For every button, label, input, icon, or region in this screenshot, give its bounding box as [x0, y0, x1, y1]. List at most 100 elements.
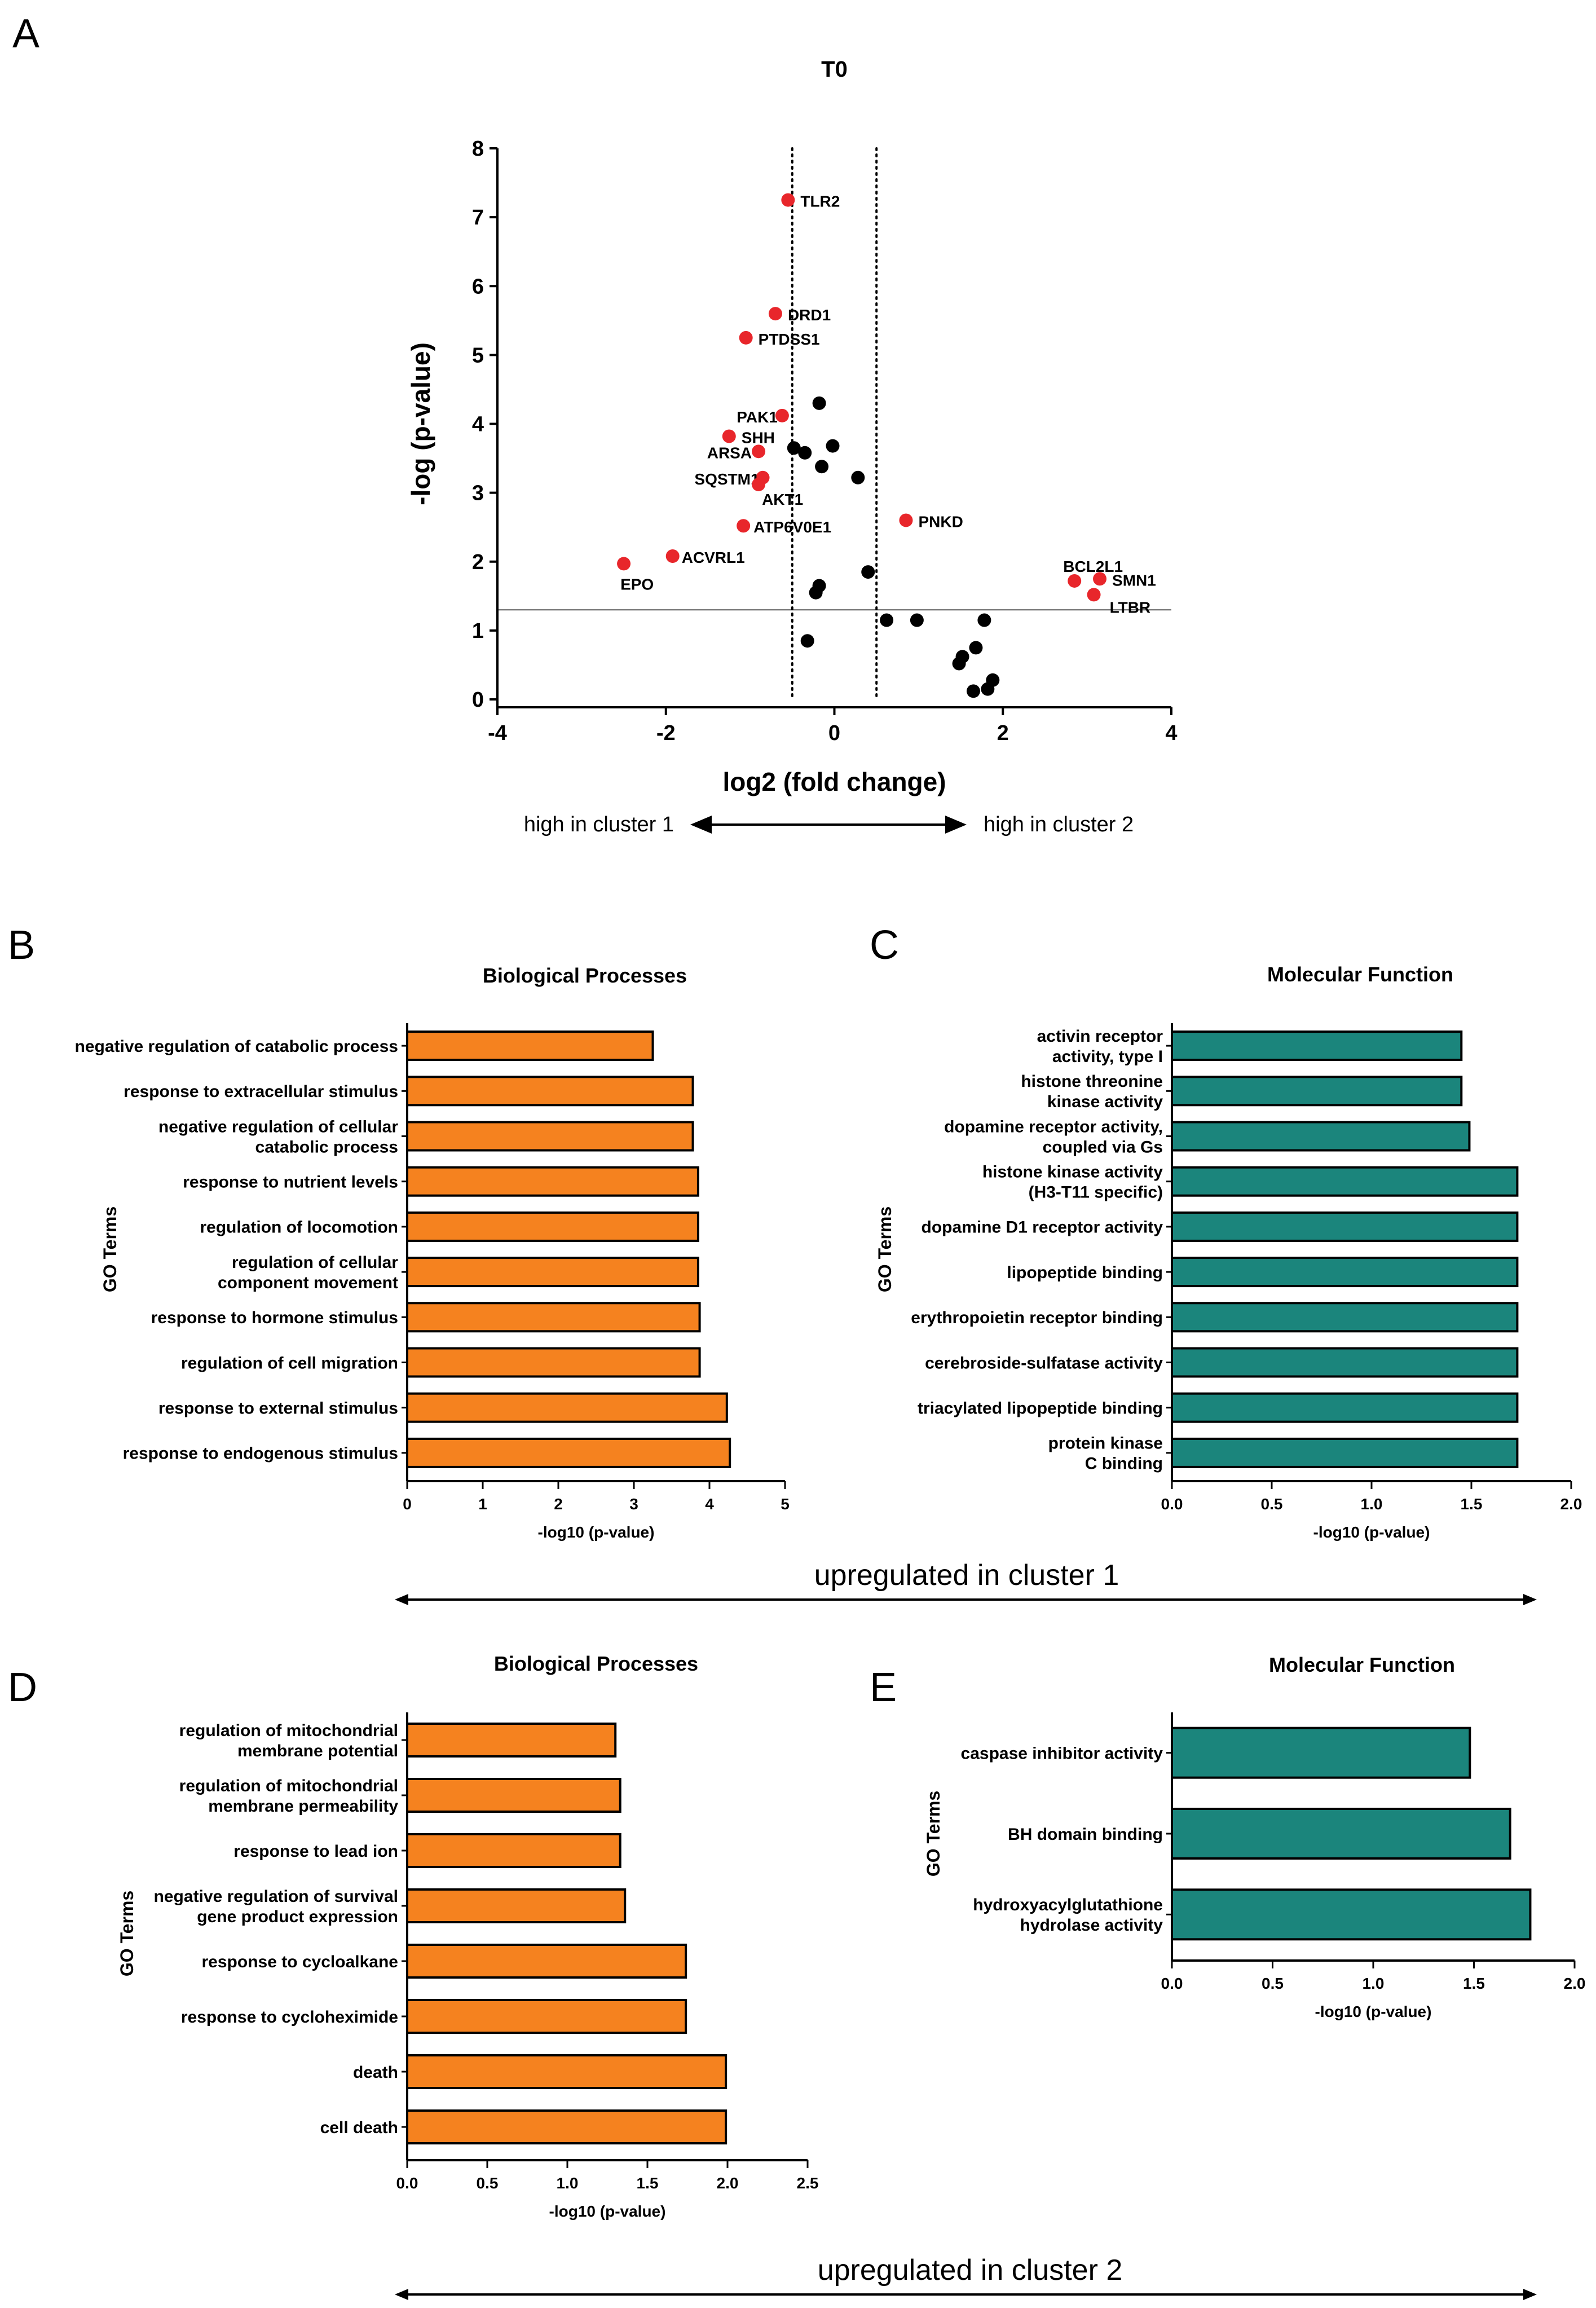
- chart-title: Biological Processes: [483, 964, 687, 987]
- data-point: [815, 460, 829, 474]
- x-tick-label: 0.0: [396, 2174, 418, 2192]
- bar: [1171, 1076, 1463, 1107]
- point-label: SMN1: [1112, 571, 1156, 589]
- y-tick-label: 2: [472, 550, 484, 574]
- arrow-label-right: high in cluster 2: [984, 813, 1134, 836]
- x-tick-label: 1.5: [1463, 1975, 1485, 1992]
- bar: [406, 1257, 699, 1288]
- point-label: ACVRL1: [682, 549, 745, 566]
- category-label: (H3-T11 specific): [1029, 1183, 1163, 1202]
- bar-chart-c: Molecular Function activin receptoractivi…: [875, 963, 1582, 1541]
- category-label: regulation of locomotion: [200, 1218, 398, 1237]
- bar: [406, 1392, 728, 1423]
- point-label: SQSTM1: [694, 470, 759, 488]
- panel-letter-b: B: [8, 923, 35, 968]
- data-point: [800, 634, 814, 648]
- bar: [406, 1944, 687, 1979]
- category-label: caspase inhibitor activity: [961, 1744, 1163, 1763]
- category-label: triacylated lipopeptide binding: [918, 1399, 1163, 1418]
- category-label: protein kinase: [1048, 1434, 1163, 1453]
- category-label: regulation of mitochondrial: [179, 1721, 398, 1740]
- bar: [1171, 1808, 1511, 1860]
- y-tick-label: 7: [472, 206, 484, 230]
- data-point: [952, 657, 966, 671]
- x-tick-label: 0: [828, 721, 840, 745]
- chart-title: Molecular Function: [1269, 1653, 1455, 1676]
- cluster-1-label: upregulated in cluster 1: [814, 1559, 1119, 1592]
- category-label: regulation of cellular: [232, 1253, 398, 1272]
- bar: [1171, 1347, 1519, 1378]
- category-label: response to lead ion: [233, 1842, 398, 1861]
- data-point: [809, 585, 823, 600]
- data-point-atp6v0e1: [737, 519, 751, 533]
- data-point: [851, 470, 865, 484]
- x-tick-label: 2.0: [1564, 1975, 1586, 1992]
- bar: [406, 1778, 621, 1813]
- cluster-2-span: upregulated in cluster 2: [395, 2254, 1537, 2300]
- bar: [1171, 1030, 1463, 1061]
- category-label: regulation of cell migration: [181, 1354, 398, 1372]
- x-axis-label: log2 (fold change): [722, 767, 946, 796]
- x-tick-label: 5: [781, 1495, 790, 1513]
- chart-title: Biological Processes: [494, 1652, 698, 1675]
- data-point-shh: [722, 429, 736, 443]
- bar: [1171, 1302, 1519, 1333]
- category-label: kinase activity: [1047, 1093, 1163, 1111]
- data-point-tlr2: [781, 193, 795, 207]
- bar: [406, 1833, 621, 1868]
- point-label: AKT1: [762, 491, 803, 508]
- cluster-1-arrow-right-head: [1523, 1594, 1537, 1605]
- x-tick-label: 0.5: [477, 2174, 499, 2192]
- data-point-ltbr: [1087, 588, 1101, 602]
- cluster-2-arrow-right-head: [1523, 2289, 1537, 2300]
- data-point-akt1: [752, 477, 766, 491]
- x-tick-label: 2: [997, 721, 1009, 745]
- x-tick-label: 4: [705, 1495, 714, 1513]
- bar: [406, 1076, 694, 1107]
- point-label: TLR2: [800, 193, 840, 210]
- x-tick-label: 2: [554, 1495, 563, 1513]
- y-axis-label: GO Terms: [923, 1791, 944, 1877]
- y-tick-label: 1: [472, 619, 484, 643]
- volcano-plot: T0 0 1 2 3 4 5 6 7 8 -4 -2 0 2 4 log2 (fold change) -log…: [406, 57, 1178, 796]
- bar: [406, 1437, 731, 1468]
- x-tick-label: -2: [656, 721, 676, 745]
- category-label: death: [353, 2063, 398, 2082]
- x-tick-label: 1.5: [637, 2174, 659, 2192]
- bar: [1171, 1166, 1519, 1197]
- category-label: negative regulation of catabolic process: [75, 1037, 399, 1056]
- bar: [406, 1030, 654, 1061]
- category-label: dopamine D1 receptor activity: [922, 1218, 1163, 1237]
- x-tick-label: 0.5: [1262, 1975, 1284, 1992]
- bar: [406, 1999, 687, 2034]
- panel-letter-d: D: [8, 1665, 37, 1710]
- y-axis-label: GO Terms: [117, 1891, 137, 1976]
- category-label: membrane potential: [237, 1742, 398, 1760]
- bar: [1171, 1437, 1519, 1468]
- category-label: response to cycloheximide: [181, 2008, 398, 2027]
- direction-arrow-right-head: [945, 816, 967, 834]
- bar: [406, 1723, 617, 1758]
- data-point: [812, 396, 826, 410]
- y-axis-label: -log (p-value): [406, 342, 435, 505]
- bar: [406, 1302, 701, 1333]
- category-label: activin receptor: [1037, 1027, 1163, 1046]
- cluster-2-label: upregulated in cluster 2: [818, 2254, 1123, 2287]
- category-label: cell death: [320, 2118, 398, 2137]
- x-axis-label: -log10 (p-value): [1315, 2003, 1432, 2020]
- data-point: [966, 684, 980, 698]
- x-tick-label: 2.5: [797, 2174, 819, 2192]
- y-tick-label: 4: [472, 413, 484, 437]
- category-label: response to endogenous stimulus: [123, 1444, 398, 1463]
- chart-title: Molecular Function: [1267, 963, 1453, 986]
- category-label: histone threonine: [1021, 1072, 1163, 1091]
- y-axis-label: GO Terms: [875, 1206, 895, 1292]
- bar: [1171, 1392, 1519, 1423]
- x-axis-label: -log10 (p-value): [549, 2203, 666, 2220]
- cluster-2-arrow-left-head: [395, 2289, 408, 2300]
- bar: [1171, 1888, 1532, 1941]
- bar: [406, 1121, 694, 1152]
- x-tick-label: 2.0: [717, 2174, 739, 2192]
- category-label: cerebroside-sulfatase activity: [925, 1354, 1163, 1372]
